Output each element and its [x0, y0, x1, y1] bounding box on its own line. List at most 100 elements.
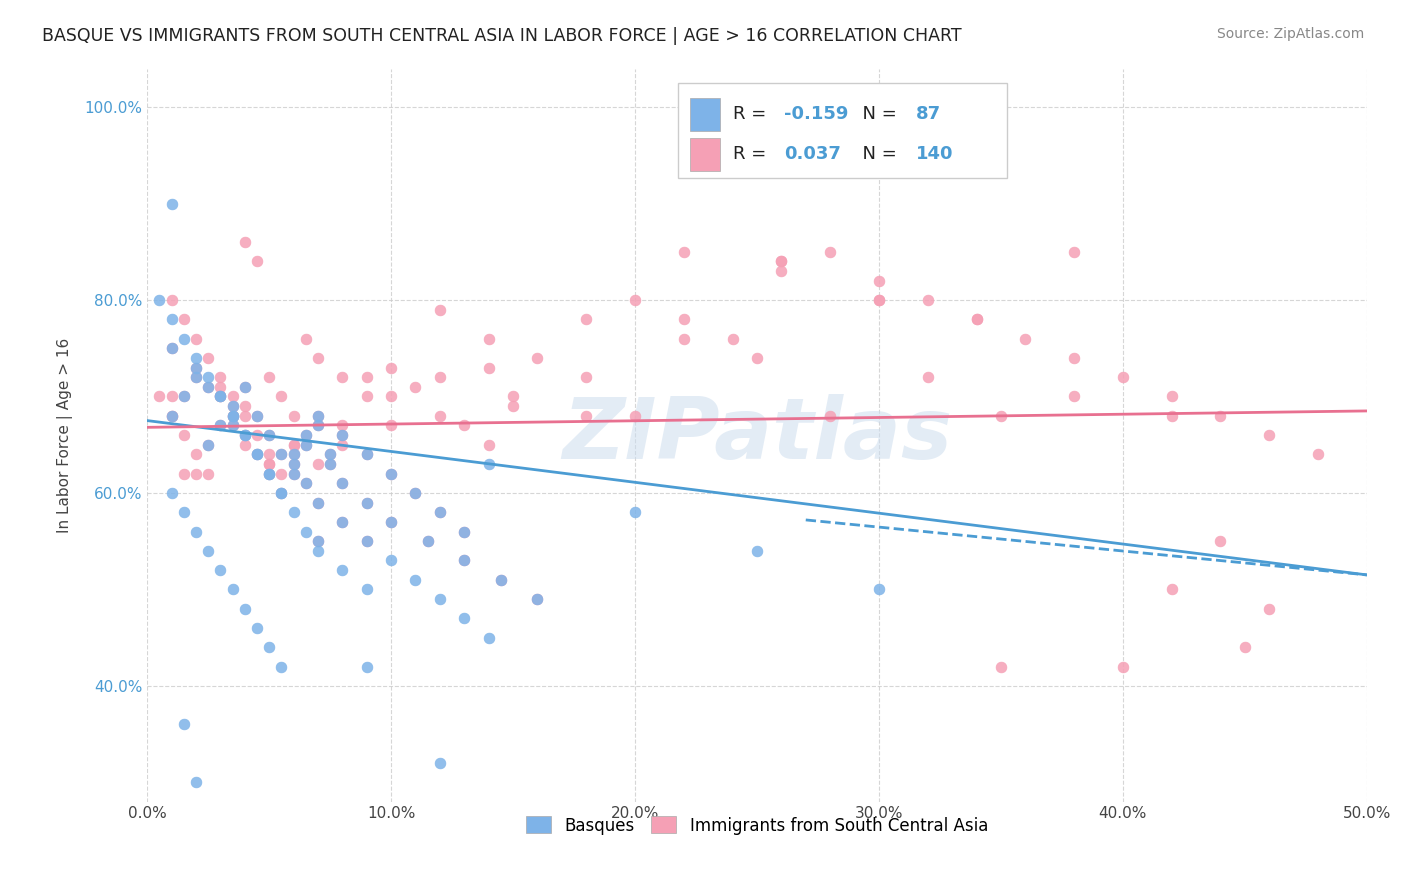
Point	[429, 756, 451, 770]
Point	[294, 476, 316, 491]
Point	[478, 631, 501, 645]
Point	[526, 351, 548, 365]
Text: Source: ZipAtlas.com: Source: ZipAtlas.com	[1216, 27, 1364, 41]
Point	[356, 495, 378, 509]
Point	[221, 409, 243, 423]
Point	[356, 495, 378, 509]
Point	[294, 438, 316, 452]
Point	[209, 418, 232, 433]
Point	[624, 505, 647, 519]
Point	[160, 409, 183, 423]
Point	[221, 418, 243, 433]
Point	[233, 601, 256, 615]
Point	[1258, 428, 1281, 442]
Point	[307, 543, 329, 558]
Point	[197, 438, 219, 452]
Point	[575, 312, 598, 326]
Point	[1063, 389, 1085, 403]
Point	[209, 389, 232, 403]
Point	[270, 486, 292, 500]
Point	[160, 389, 183, 403]
Point	[526, 592, 548, 607]
Point	[283, 467, 305, 481]
Point	[307, 534, 329, 549]
Point	[770, 264, 793, 278]
Point	[294, 428, 316, 442]
Point	[1233, 640, 1256, 655]
Point	[319, 457, 342, 471]
Point	[453, 611, 475, 625]
Point	[319, 447, 342, 461]
Point	[160, 293, 183, 307]
Point	[453, 553, 475, 567]
Point	[330, 515, 353, 529]
Point	[330, 515, 353, 529]
Point	[1112, 370, 1135, 384]
FancyBboxPatch shape	[690, 138, 720, 171]
Point	[173, 717, 195, 731]
Text: R =: R =	[733, 105, 772, 123]
Point	[818, 409, 841, 423]
Point	[672, 332, 695, 346]
Point	[184, 370, 207, 384]
Point	[197, 543, 219, 558]
Point	[356, 534, 378, 549]
Point	[184, 351, 207, 365]
Point	[184, 360, 207, 375]
Point	[270, 389, 292, 403]
Point	[624, 293, 647, 307]
Point	[1160, 582, 1182, 597]
Point	[1063, 351, 1085, 365]
Point	[233, 428, 256, 442]
Point	[221, 399, 243, 413]
Point	[429, 505, 451, 519]
Legend: Basques, Immigrants from South Central Asia: Basques, Immigrants from South Central A…	[516, 806, 998, 845]
Point	[209, 418, 232, 433]
Point	[405, 486, 427, 500]
FancyBboxPatch shape	[678, 83, 1007, 178]
Text: R =: R =	[733, 145, 772, 163]
Point	[380, 553, 402, 567]
Point	[283, 457, 305, 471]
Point	[160, 341, 183, 355]
Point	[868, 293, 890, 307]
Point	[160, 486, 183, 500]
Point	[148, 293, 170, 307]
Point	[868, 274, 890, 288]
Point	[429, 370, 451, 384]
Point	[283, 457, 305, 471]
Point	[184, 775, 207, 789]
Point	[319, 457, 342, 471]
Text: N =: N =	[851, 145, 903, 163]
Point	[160, 312, 183, 326]
Point	[917, 370, 939, 384]
Point	[184, 447, 207, 461]
Text: ZIPatlas: ZIPatlas	[562, 393, 952, 476]
Point	[429, 409, 451, 423]
Point	[356, 659, 378, 673]
Point	[917, 293, 939, 307]
Point	[526, 592, 548, 607]
Point	[257, 457, 280, 471]
Point	[990, 409, 1012, 423]
Point	[197, 438, 219, 452]
Point	[233, 428, 256, 442]
Point	[173, 428, 195, 442]
Point	[294, 438, 316, 452]
Point	[307, 457, 329, 471]
Point	[818, 244, 841, 259]
Point	[197, 370, 219, 384]
Point	[283, 438, 305, 452]
Point	[770, 254, 793, 268]
Point	[221, 409, 243, 423]
Point	[221, 418, 243, 433]
Point	[453, 524, 475, 539]
FancyBboxPatch shape	[690, 98, 720, 131]
Point	[160, 409, 183, 423]
Point	[307, 351, 329, 365]
Point	[990, 659, 1012, 673]
Point	[270, 659, 292, 673]
Point	[233, 399, 256, 413]
Point	[502, 399, 524, 413]
Point	[575, 409, 598, 423]
